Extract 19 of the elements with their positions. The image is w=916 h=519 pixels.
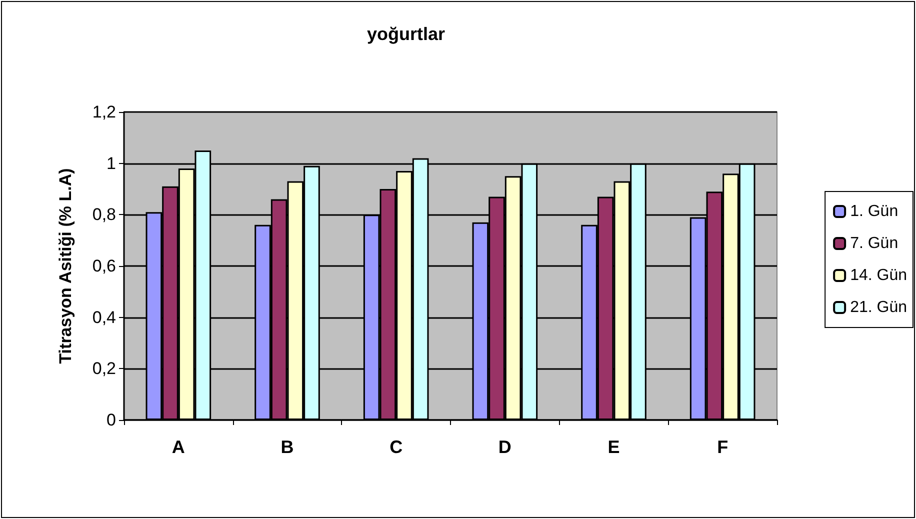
legend-label: 14. Gün [850, 267, 908, 284]
y-tick-label: 0,2 [92, 359, 116, 378]
y-tick-label: 0 [106, 410, 116, 430]
x-tick-label: A [172, 437, 185, 457]
y-tick-label: 0,4 [92, 308, 116, 327]
x-tick-label: E [608, 437, 620, 457]
y-tick-label: 0,6 [92, 256, 116, 276]
legend-label: 1. Gün [850, 203, 898, 220]
y-axis-title: Titrasyon Asitiği (% L.A) [56, 168, 75, 364]
x-tick-label: B [280, 437, 294, 457]
y-tick-label: 0,8 [92, 205, 116, 224]
x-tick-label: D [498, 437, 512, 457]
y-tick-label: 1,2 [92, 102, 116, 122]
legend-label: 7. Gün [850, 235, 898, 252]
y-tick-label: 1 [106, 154, 116, 173]
x-tick-label: C [390, 437, 403, 457]
legend-label: 21. Gün [850, 299, 908, 316]
chart-title: yoğurtlar [367, 24, 446, 44]
x-tick-label: F [717, 437, 728, 457]
